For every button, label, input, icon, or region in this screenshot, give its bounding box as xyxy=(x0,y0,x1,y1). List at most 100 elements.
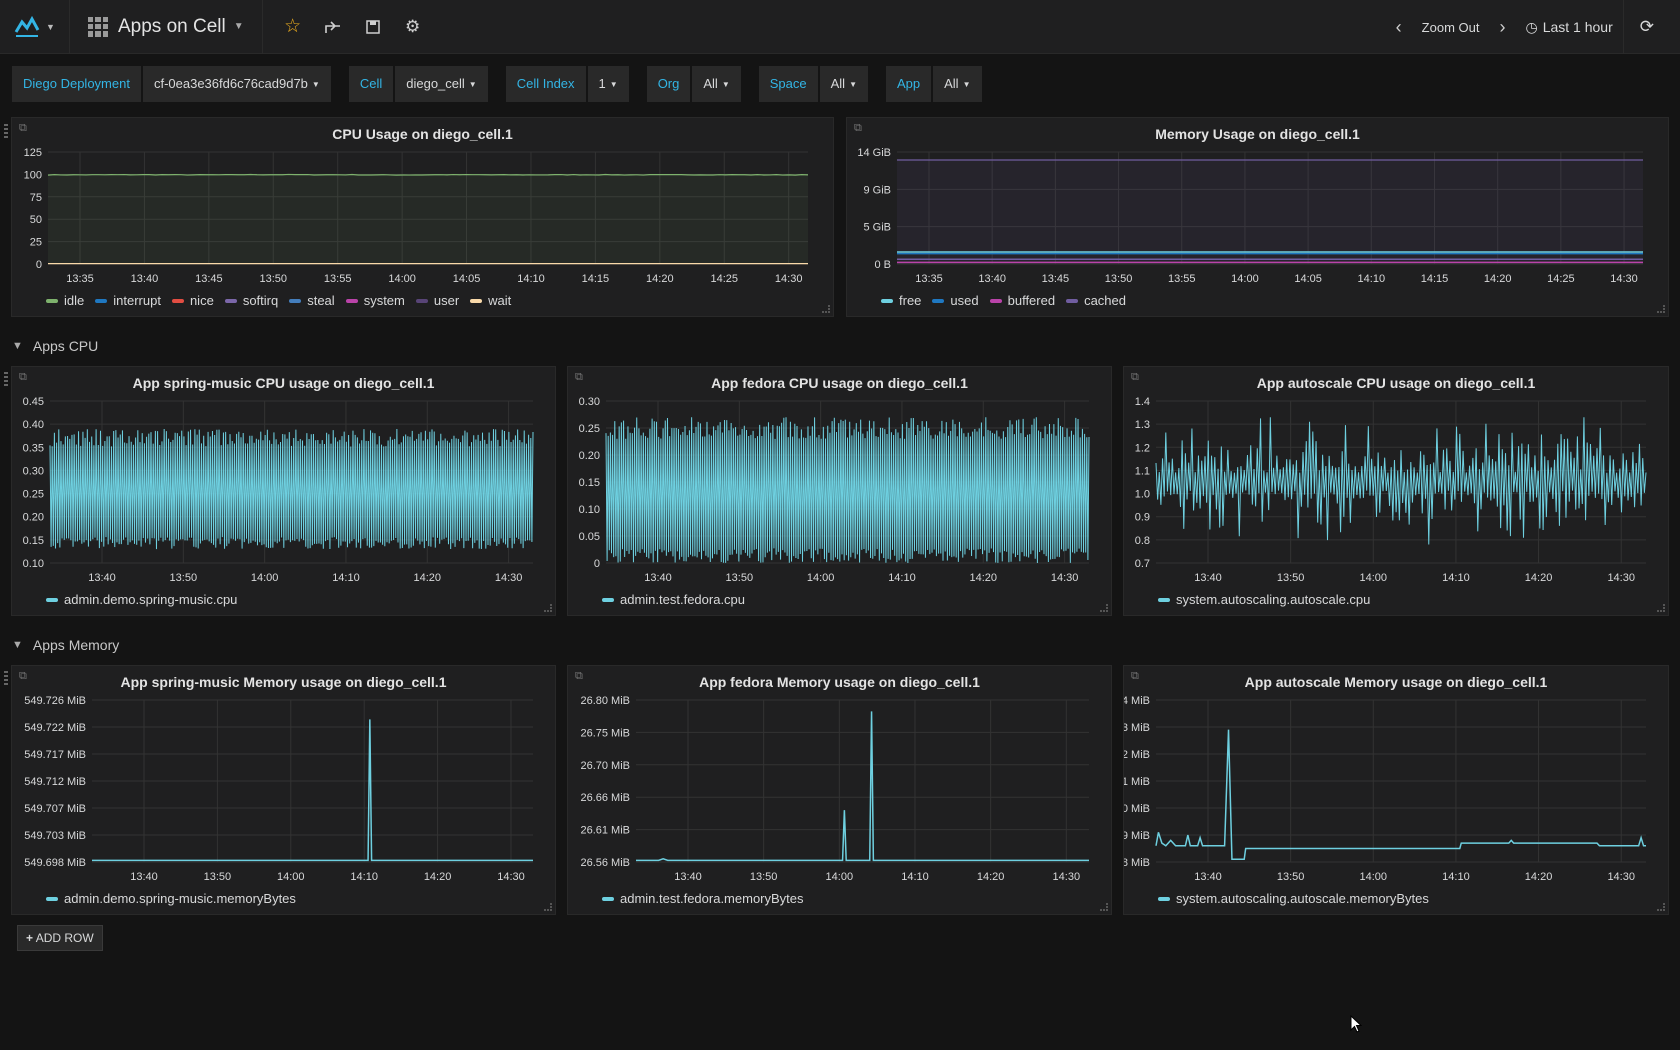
dashboard-title-dropdown[interactable]: Apps on Cell ▼ xyxy=(70,0,263,54)
var-label: Diego Deployment xyxy=(12,66,143,102)
y-tick-label: 0.25 xyxy=(23,489,44,501)
y-tick-label: 0.45 xyxy=(23,396,44,408)
var-org: Org All ▼ xyxy=(646,66,741,102)
panel-title[interactable]: App spring-music CPU usage on diego_cell… xyxy=(132,375,435,391)
memory-usage-chart[interactable]: 0 B 5 GiB 9 GiB 14 GiB 13:35 13:40 13:45 13:50 1… xyxy=(847,118,1670,318)
panel-resize-handle[interactable] xyxy=(544,604,552,612)
time-shift-back-button[interactable]: ‹ xyxy=(1386,0,1412,54)
dashboard-grid-icon xyxy=(88,16,108,37)
row-drag-handle[interactable] xyxy=(4,124,8,140)
time-shift-forward-button[interactable]: › xyxy=(1489,0,1515,54)
panel-title[interactable]: Memory Usage on diego_cell.1 xyxy=(1155,126,1360,142)
var-org-select[interactable]: All ▼ xyxy=(692,66,741,102)
y-tick-label: 1.1 xyxy=(1135,465,1150,477)
grafana-logo-menu[interactable]: ▼ xyxy=(0,0,70,54)
var-label: Cell Index xyxy=(505,66,588,102)
star-icon[interactable]: ☆ xyxy=(284,16,302,37)
legend-item[interactable]: system xyxy=(345,293,405,308)
row-drag-handle[interactable] xyxy=(4,372,8,388)
panel-title[interactable]: CPU Usage on diego_cell.1 xyxy=(332,126,513,142)
var-label: Space xyxy=(758,66,820,102)
x-tick-label: 14:00 xyxy=(1231,273,1259,285)
panel-resize-handle[interactable] xyxy=(1657,903,1665,911)
mouse-cursor-icon xyxy=(1350,1015,1362,1033)
panel-title[interactable]: App spring-music Memory usage on diego_c… xyxy=(120,674,447,690)
app-memory-chart[interactable]: 26.56 MiB 26.61 MiB 26.66 MiB 26.70 MiB 26.7… xyxy=(568,666,1113,916)
panel-resize-handle[interactable] xyxy=(822,305,830,313)
var-app-select[interactable]: All ▼ xyxy=(933,66,982,102)
y-tick-label: 5 GiB xyxy=(863,222,891,234)
save-icon[interactable] xyxy=(353,0,393,54)
var-cell-select[interactable]: diego_cell ▼ xyxy=(395,66,488,102)
x-tick-label: 13:35 xyxy=(66,273,94,285)
app-cpu-chart[interactable]: 0.10 0.15 0.20 0.25 0.30 0.35 0.40 0.45 13:40 13:… xyxy=(12,367,557,617)
y-tick-label: 25 xyxy=(30,237,42,249)
x-tick-label: 14:25 xyxy=(710,273,738,285)
var-diego-deployment-select[interactable]: cf-0ea3e36fd6c76cad9d7b ▼ xyxy=(142,66,331,102)
panel-resize-handle[interactable] xyxy=(1100,903,1108,911)
refresh-icon[interactable]: ⟳ xyxy=(1639,17,1654,36)
row-drag-handle[interactable] xyxy=(4,671,8,687)
panel-link-icon[interactable]: ⧉ xyxy=(575,371,583,383)
x-tick-label: 13:50 xyxy=(204,871,232,883)
x-tick-label: 14:30 xyxy=(1610,273,1638,285)
share-icon[interactable] xyxy=(313,0,353,54)
legend-item[interactable]: free xyxy=(881,293,921,308)
var-diego-deployment: Diego Deployment cf-0ea3e36fd6c76cad9d7b… xyxy=(12,66,331,102)
panel-cpu-usage: ⧉ CPU Usage on diego_cell.1 0 25 50 75 100 12… xyxy=(11,117,834,317)
y-tick-label: 0 xyxy=(36,259,42,271)
app-cpu-chart[interactable]: 0 0.05 0.10 0.15 0.20 0.25 0.30 13:40 13:50 14:00… xyxy=(568,367,1113,617)
x-tick-label: 13:35 xyxy=(915,273,943,285)
panel-title[interactable]: App autoscale Memory usage on diego_cell… xyxy=(1244,674,1548,690)
legend-item[interactable]: wait xyxy=(470,293,511,308)
chart-axes: 549.698 MiB 549.703 MiB 549.707 MiB 549.712… xyxy=(24,695,533,883)
legend-item[interactable]: buffered xyxy=(989,293,1055,308)
time-picker-button[interactable]: ◷ Last 1 hour xyxy=(1515,0,1622,54)
legend-item[interactable]: nice xyxy=(171,293,214,308)
legend-item[interactable]: used xyxy=(932,293,979,308)
var-space-select[interactable]: All ▼ xyxy=(819,66,868,102)
legend-item[interactable]: user xyxy=(415,293,459,308)
row-title-apps-memory[interactable]: ▼ Apps Memory xyxy=(12,637,120,653)
panel-title[interactable]: App fedora Memory usage on diego_cell.1 xyxy=(699,674,980,690)
panel-app-mem-spring-music: ⧉ App spring-music Memory usage on diego… xyxy=(11,665,556,915)
cpu-usage-chart[interactable]: 0 25 50 75 100 125 13:35 13:40 13:45 13:50 13:55 14… xyxy=(12,118,835,318)
panel-link-icon[interactable]: ⧉ xyxy=(19,371,27,383)
panel-title[interactable]: App autoscale CPU usage on diego_cell.1 xyxy=(1256,375,1536,391)
var-cell-index-select[interactable]: 1 ▼ xyxy=(587,66,629,102)
x-tick-label: 14:20 xyxy=(414,572,442,584)
x-tick-label: 13:40 xyxy=(644,572,672,584)
panel-link-icon[interactable]: ⧉ xyxy=(1131,371,1139,383)
x-tick-label: 13:50 xyxy=(1105,273,1133,285)
row-title-apps-cpu[interactable]: ▼ Apps CPU xyxy=(12,338,99,354)
add-row-button[interactable]: + ADD ROW xyxy=(17,925,103,951)
legend-item[interactable]: steal xyxy=(289,293,335,308)
legend-item[interactable]: softirq xyxy=(224,293,278,308)
legend-item[interactable]: idle xyxy=(46,293,84,308)
chart-axes: 11.8 MiB 11.9 MiB 12.0 MiB 12.1 MiB 12.2 MiB… xyxy=(1124,695,1646,883)
panel-link-icon[interactable]: ⧉ xyxy=(19,122,27,134)
zoom-out-button[interactable]: Zoom Out xyxy=(1421,19,1480,35)
panel-resize-handle[interactable] xyxy=(1657,604,1665,612)
app-memory-chart[interactable]: 11.8 MiB 11.9 MiB 12.0 MiB 12.1 MiB 12.2 MiB… xyxy=(1124,666,1670,916)
panel-link-icon[interactable]: ⧉ xyxy=(19,670,27,682)
app-memory-chart[interactable]: 549.698 MiB 549.703 MiB 549.707 MiB 549.712… xyxy=(12,666,557,916)
x-tick-label: 14:05 xyxy=(1294,273,1322,285)
panel-title[interactable]: App fedora CPU usage on diego_cell.1 xyxy=(711,375,968,391)
x-tick-label: 13:55 xyxy=(1168,273,1196,285)
gear-icon[interactable]: ⚙ xyxy=(405,16,421,36)
y-tick-label: 12.2 MiB xyxy=(1124,749,1150,761)
x-tick-label: 14:20 xyxy=(424,871,452,883)
legend-item[interactable]: cached xyxy=(1066,293,1126,308)
panel-link-icon[interactable]: ⧉ xyxy=(854,122,862,134)
y-tick-label: 26.70 MiB xyxy=(580,760,630,772)
panel-app-mem-fedora: ⧉ App fedora Memory usage on diego_cell.… xyxy=(567,665,1112,915)
panel-resize-handle[interactable] xyxy=(544,903,552,911)
panel-link-icon[interactable]: ⧉ xyxy=(575,670,583,682)
panel-resize-handle[interactable] xyxy=(1100,604,1108,612)
app-cpu-chart[interactable]: 0.7 0.8 0.9 1.0 1.1 1.2 1.3 1.4 13:40 13:50 14:00 1… xyxy=(1124,367,1670,617)
x-tick-label: 14:30 xyxy=(1051,572,1079,584)
legend-item[interactable]: interrupt xyxy=(95,293,161,308)
panel-link-icon[interactable]: ⧉ xyxy=(1131,670,1139,682)
panel-resize-handle[interactable] xyxy=(1657,305,1665,313)
